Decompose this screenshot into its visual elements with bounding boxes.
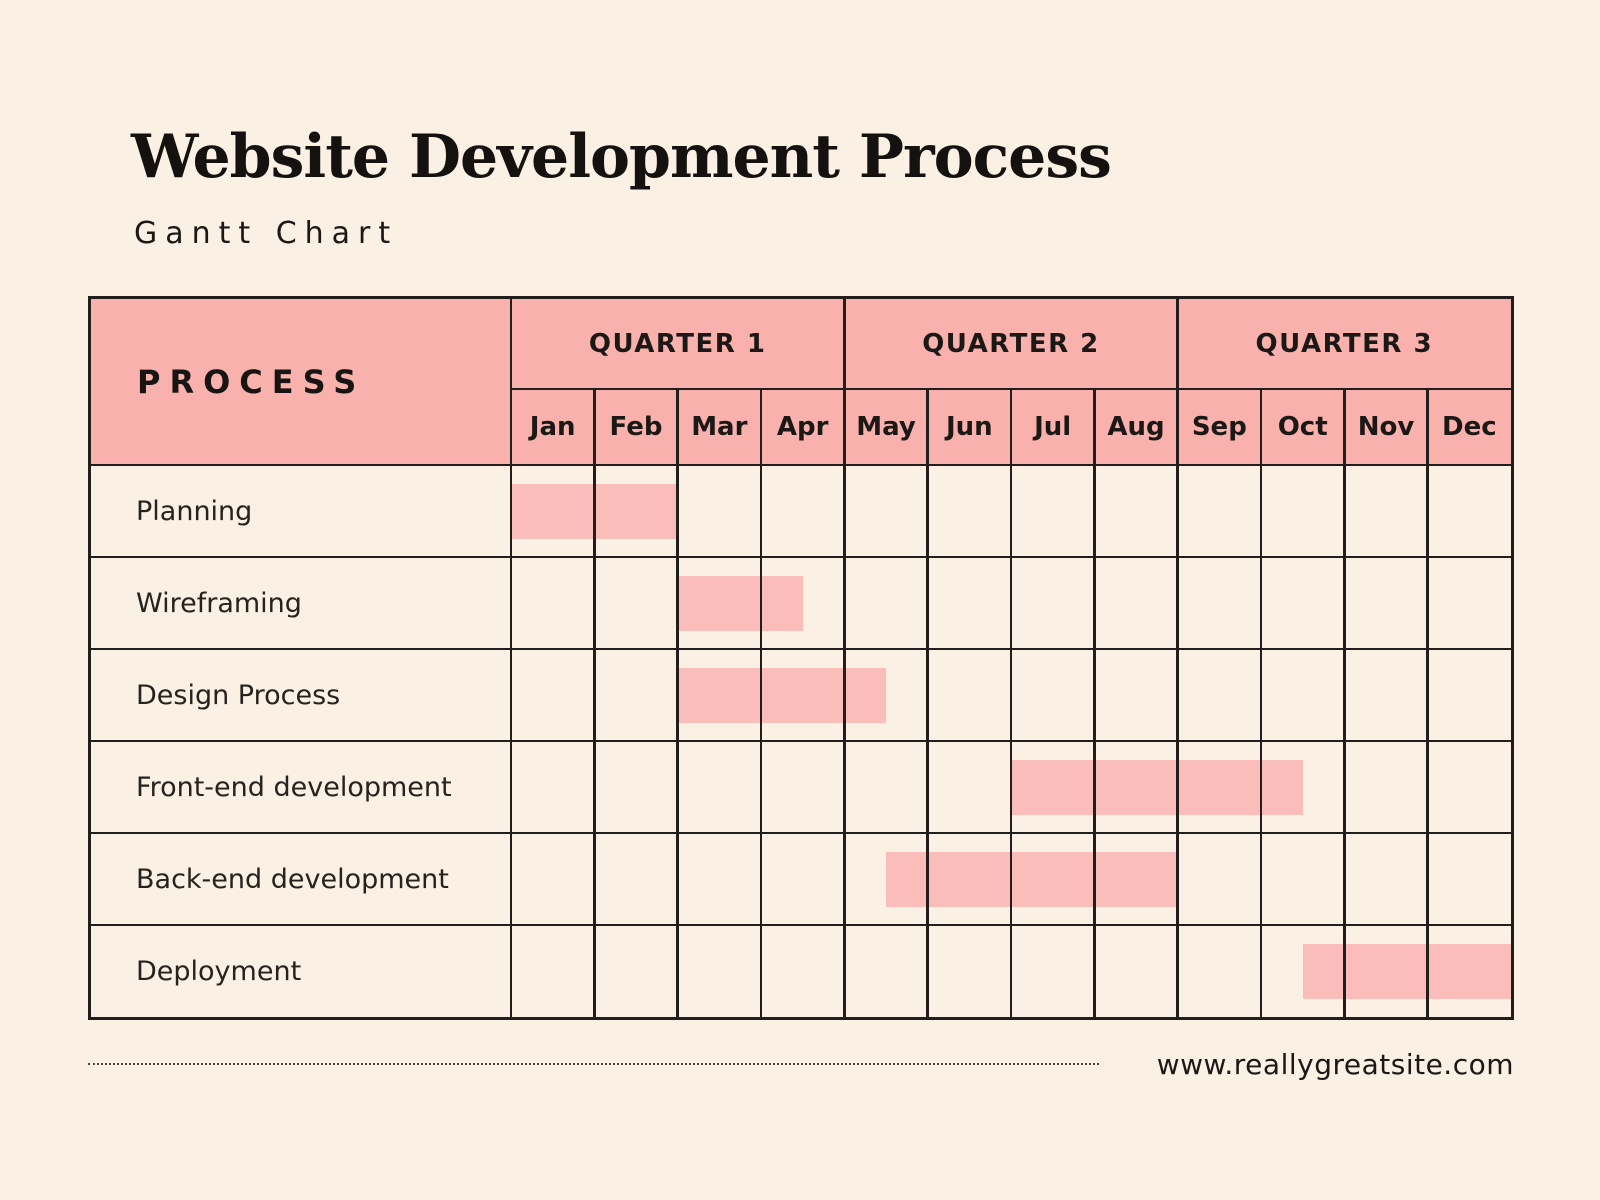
grid-hline-row <box>91 923 1511 927</box>
grid-vline-month <box>1343 389 1346 1017</box>
month-header-mar: Mar <box>691 412 748 442</box>
grid-hline-row <box>91 555 1511 559</box>
task-label: Wireframing <box>136 587 302 619</box>
task-label: Design Process <box>136 679 341 711</box>
grid-vline-month <box>1176 299 1179 1017</box>
quarter-header-cell: QUARTER 3 <box>1255 329 1434 359</box>
grid-vline-month <box>926 389 929 1017</box>
process-column-header: PROCESS <box>137 363 366 401</box>
gantt-bar <box>1302 943 1511 999</box>
quarter-header-cell: QUARTER 2 <box>922 329 1100 359</box>
gantt-bar <box>677 575 803 631</box>
grid-hline-row <box>91 739 1511 743</box>
page-title: Website Development Process <box>131 122 1112 192</box>
footer-url: www.reallygreatsite.com <box>1156 1047 1514 1081</box>
task-label: Deployment <box>136 955 302 987</box>
month-header-aug: Aug <box>1107 412 1165 442</box>
grid-vline-month <box>843 299 846 1017</box>
gantt-bar <box>886 851 1178 907</box>
quarter-header-cell: QUARTER 1 <box>588 329 767 359</box>
table-header-background <box>91 299 1511 465</box>
task-label: Front-end development <box>136 771 452 803</box>
grid-vline-month <box>1426 389 1429 1017</box>
month-header-feb: Feb <box>609 412 663 442</box>
grid-vline-month <box>1093 389 1096 1017</box>
task-label: Back-end development <box>136 863 449 895</box>
month-header-may: May <box>856 412 916 442</box>
grid-hline-header-bottom <box>91 463 1511 467</box>
month-header-jan: Jan <box>529 412 576 442</box>
month-header-nov: Nov <box>1357 412 1415 442</box>
grid-vline-month <box>676 389 679 1017</box>
task-label: Planning <box>136 495 253 527</box>
grid-vline-month <box>593 389 596 1017</box>
grid-hline-quarter-month <box>511 387 1511 391</box>
gantt-bar <box>677 667 886 723</box>
grid-vline-month <box>1009 389 1013 1017</box>
month-header-sep: Sep <box>1191 412 1247 442</box>
footer: www.reallygreatsite.com <box>88 1046 1514 1082</box>
gantt-bar <box>1011 759 1303 815</box>
footer-divider-line <box>88 1063 1099 1065</box>
month-header-jul: Jul <box>1034 412 1072 442</box>
month-header-dec: Dec <box>1442 412 1497 442</box>
page-subtitle: Gantt Chart <box>134 216 399 251</box>
grid-vline-month <box>1259 389 1263 1017</box>
month-header-jun: Jun <box>945 412 993 442</box>
grid-hline-row <box>91 831 1511 835</box>
grid-vline-process <box>509 299 513 1017</box>
grid-hline-row <box>91 647 1511 651</box>
month-header-apr: Apr <box>776 412 829 442</box>
month-header-oct: Oct <box>1277 412 1328 442</box>
grid-vline-month <box>759 389 763 1017</box>
gantt-chart: PROCESS QUARTER 1 QUARTER 2 QUARTER 3 Jan F… <box>88 296 1514 1020</box>
